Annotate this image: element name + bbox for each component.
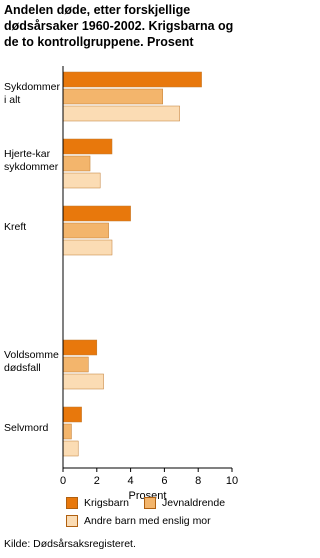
legend-label: Andre barn med enslig mor (84, 515, 211, 527)
chart-title: Andelen døde, etter forskjellige dødsårs… (4, 3, 234, 49)
bar (62, 373, 104, 390)
chart: 0 2 4 6 8 10 Prosent (60, 66, 238, 502)
bar (62, 71, 202, 88)
bar (62, 172, 101, 189)
x-tick-label: 0 (60, 475, 66, 487)
bar (62, 222, 109, 239)
source: Kilde: Dødsårsaksregisteret. (4, 538, 136, 550)
y-tick-label: Kreft (4, 221, 27, 233)
legend-label: Jevnaldrende (162, 497, 226, 509)
bar (62, 406, 82, 423)
y-tick-label: Selvmord (4, 422, 49, 434)
bar (62, 440, 79, 457)
x-tick-label: 2 (94, 475, 100, 487)
x-tick-label: 6 (161, 475, 167, 487)
bar (62, 155, 91, 172)
bar (62, 205, 131, 222)
bar (62, 423, 72, 440)
x-tick-label: 10 (226, 475, 238, 487)
legend-swatch (144, 497, 156, 509)
bar (62, 356, 89, 373)
y-tick-label: Hjerte-kar sykdommer (4, 147, 59, 173)
x-tick-label: 4 (128, 475, 134, 487)
legend-swatch (66, 497, 78, 509)
x-tick-label: 8 (195, 475, 201, 487)
x-axis-label: Prosent (129, 490, 167, 502)
bar (62, 88, 163, 105)
bar (62, 105, 180, 122)
y-tick-label: Voldsomme dødsfall (4, 348, 59, 374)
bar (62, 138, 113, 155)
page: {"chart_data": {"type": "hbar", "title":… (4, 3, 239, 550)
legend-swatch (66, 515, 78, 527)
bar (62, 239, 113, 256)
y-tick-label: Sykdommer i alt (4, 80, 61, 106)
legend-label: Krigsbarn (84, 497, 129, 509)
bar (62, 339, 98, 356)
